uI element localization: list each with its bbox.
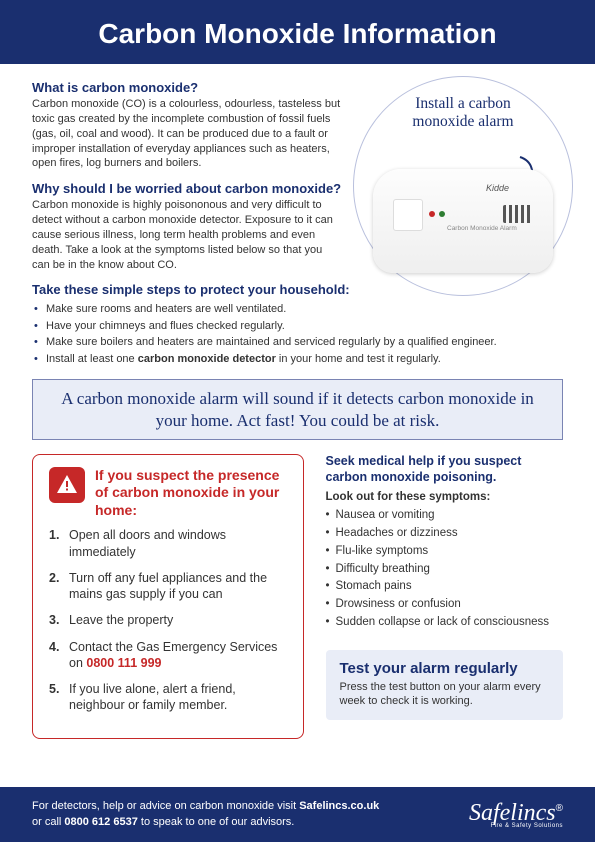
symptom-item: Stomach pains (326, 578, 564, 596)
safelincs-logo: Safelincs® Fire & Safety Solutions (469, 800, 563, 829)
symptom-item: Drowsiness or confusion (326, 596, 564, 614)
device-label: Carbon Monoxide Alarm (447, 225, 517, 232)
test-title: Test your alarm regularly (340, 660, 550, 677)
device-speaker-icon (503, 205, 533, 223)
what-body: Carbon monoxide (CO) is a colourless, od… (32, 97, 342, 171)
suspect-title: If you suspect the presence of carbon mo… (95, 467, 287, 520)
steps-item: Have your chimneys and flues checked reg… (32, 318, 563, 335)
hero-circle: Install a carbon monoxide alarm Kidde Ca… (353, 76, 573, 296)
test-alarm-box: Test your alarm regularly Press the test… (326, 650, 564, 721)
symptoms-list: Nausea or vomitingHeadaches or dizziness… (326, 507, 564, 632)
symptoms-sub: Look out for these symptoms: (326, 491, 564, 503)
steps-item: Make sure rooms and heaters are well ven… (32, 301, 563, 318)
suspect-step: Contact the Gas Emergency Services on 08… (49, 639, 287, 672)
alert-banner: A carbon monoxide alarm will sound if it… (32, 379, 563, 440)
symptom-item: Flu-like symptoms (326, 543, 564, 561)
footer-text: For detectors, help or advice on carbon … (32, 799, 379, 830)
suspect-box: If you suspect the presence of carbon mo… (32, 454, 304, 739)
suspect-step: If you live alone, alert a friend, neigh… (49, 681, 287, 714)
device-brand: Kidde (486, 183, 509, 193)
device-test-button-graphic (393, 199, 423, 231)
symptoms-heading: Seek medical help if you suspect carbon … (326, 454, 564, 485)
suspect-step: Turn off any fuel appliances and the mai… (49, 570, 287, 603)
symptom-item: Difficulty breathing (326, 561, 564, 579)
steps-item: Install at least one carbon monoxide det… (32, 351, 563, 368)
symptoms-column: Seek medical help if you suspect carbon … (326, 454, 564, 739)
main-content: Install a carbon monoxide alarm Kidde Ca… (0, 64, 595, 367)
steps-list: Make sure rooms and heaters are well ven… (32, 301, 563, 367)
suspect-step: Open all doors and windows immediately (49, 527, 287, 560)
page-title: Carbon Monoxide Information (0, 0, 595, 64)
test-body: Press the test button on your alarm ever… (340, 680, 550, 709)
hero-label: Install a carbon monoxide alarm (383, 95, 543, 131)
suspect-step: Leave the property (49, 612, 287, 628)
symptom-item: Sudden collapse or lack of consciousness (326, 614, 564, 632)
steps-item: Make sure boilers and heaters are mainta… (32, 334, 563, 351)
device-led-red (429, 211, 435, 217)
two-column-area: If you suspect the presence of carbon mo… (0, 454, 595, 739)
symptom-item: Nausea or vomiting (326, 507, 564, 525)
page-footer: For detectors, help or advice on carbon … (0, 787, 595, 842)
co-alarm-device: Kidde Carbon Monoxide Alarm (373, 169, 553, 273)
suspect-steps: Open all doors and windows immediately Tu… (49, 527, 287, 713)
why-body: Carbon monoxide is highly poisononous an… (32, 198, 342, 272)
device-led-green (439, 211, 445, 217)
symptom-item: Headaches or dizziness (326, 525, 564, 543)
warning-icon (49, 467, 85, 503)
